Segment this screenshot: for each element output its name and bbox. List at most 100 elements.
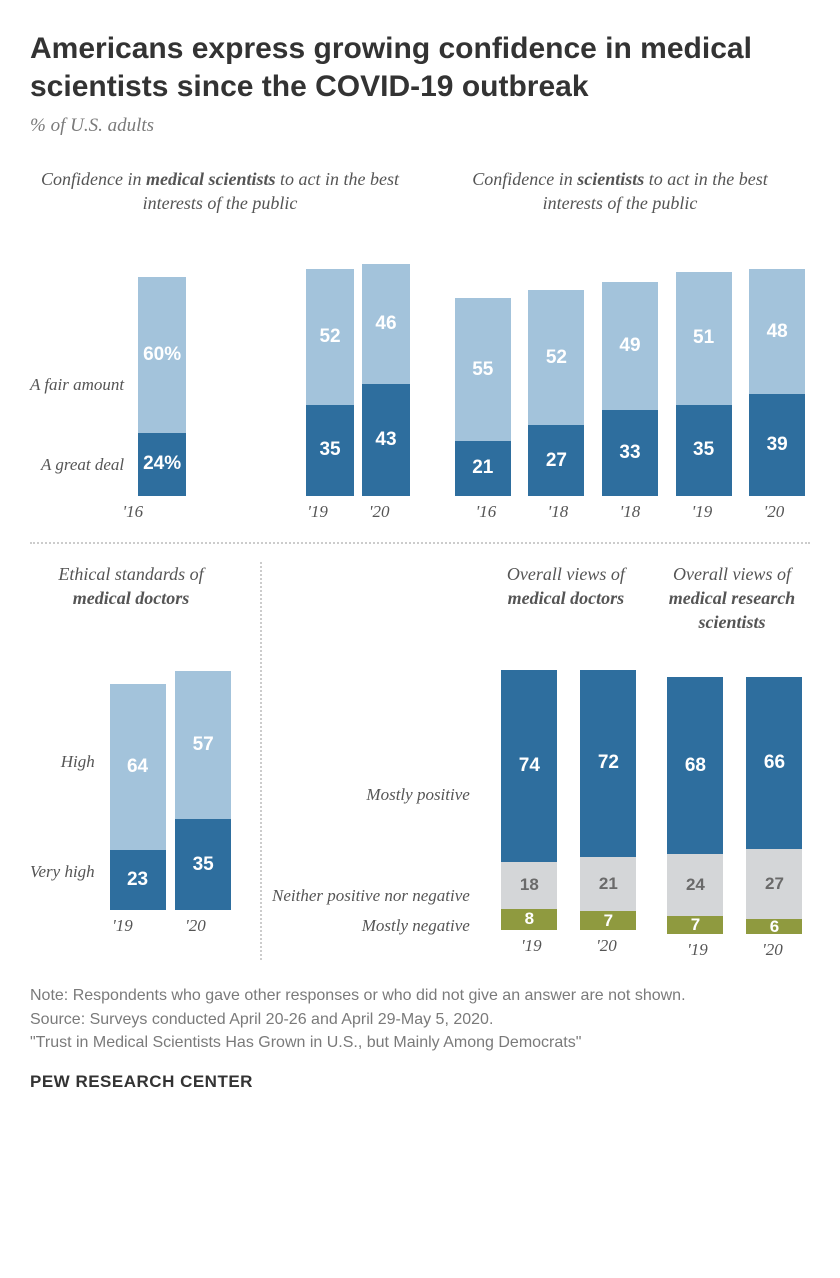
panel-ethics: Ethical standards of medical doctors Hig… <box>30 562 250 937</box>
stacked-bar: 5521 <box>455 236 511 496</box>
bar-segment: 23 <box>110 850 166 910</box>
bar-segment: 33 <box>602 410 658 496</box>
label-great-deal: A great deal <box>30 455 124 495</box>
chart-area: High Very high 64235735 <box>30 630 232 910</box>
bar-slot: 5521 <box>450 236 516 496</box>
divider-vertical <box>260 562 262 961</box>
panel-scientists: Confidence in scientists to act in the b… <box>430 167 810 522</box>
title-bold: medical research scientists <box>669 588 795 632</box>
title-pre: Overall views of <box>507 564 625 584</box>
bar-segment: 52 <box>306 269 354 404</box>
title-bold: medical doctors <box>73 588 189 608</box>
x-label: '18 <box>594 502 666 522</box>
chart-area: 68247 66276 <box>654 654 810 934</box>
bar-segment: 35 <box>306 405 354 496</box>
x-label: '19 <box>86 916 159 936</box>
page-title: Americans express growing confidence in … <box>30 30 810 105</box>
stacked-bar: 4643 <box>362 236 410 496</box>
logo: PEW RESEARCH CENTER <box>30 1072 810 1092</box>
stacked-bar <box>194 236 242 496</box>
bar-segment: 21 <box>580 857 636 912</box>
stacked-bar: 60%24% <box>138 236 186 496</box>
bar-segment: 51 <box>676 272 732 405</box>
x-labels: '16'19'20 <box>30 502 410 522</box>
bottom-row: Ethical standards of medical doctors Hig… <box>30 562 810 961</box>
bar-slot: 72217 <box>573 650 644 930</box>
bar-slot: 74188 <box>494 650 565 930</box>
x-label: '16 <box>450 502 522 522</box>
bar-segment: 52 <box>528 290 584 425</box>
chart-area: 74188 72217 <box>488 650 644 930</box>
stacked-bar <box>250 236 298 496</box>
bar-segment: 18 <box>501 862 557 909</box>
label-high: High <box>30 752 95 862</box>
label-mostly-negative: Mostly negative <box>272 916 470 936</box>
bars-container: 60%24% 52354643 <box>132 236 410 496</box>
chart-area: 55215227493351354839 <box>430 236 810 496</box>
label-neither: Neither positive nor negative <box>272 886 470 916</box>
bar-segment: 35 <box>676 405 732 496</box>
bar-segment: 24% <box>138 433 186 495</box>
bar-slot: 4839 <box>744 236 810 496</box>
bar-slot: 68247 <box>660 654 731 934</box>
bar-segment: 21 <box>455 441 511 496</box>
reference-text: "Trust in Medical Scientists Has Grown i… <box>30 1031 810 1054</box>
chart-area: A fair amount A great deal 60%24% 5235464… <box>30 236 410 496</box>
bar-segment: 57 <box>175 671 231 819</box>
panel-medical-scientists: Confidence in medical scientists to act … <box>30 167 410 522</box>
panel-title: Overall views of medical doctors <box>488 562 644 630</box>
note-text: Note: Respondents who gave other respons… <box>30 984 810 1007</box>
bar-segment: 55 <box>455 298 511 441</box>
bar-slot <box>194 236 242 496</box>
bars-container: 64235735 <box>103 630 232 910</box>
x-labels: '16'18'18'19'20 <box>430 502 810 522</box>
bar-segment: 35 <box>175 819 231 910</box>
stacked-bar: 72217 <box>580 650 636 930</box>
panel-views-doctors: Overall views of medical doctors 74188 72… <box>488 562 644 961</box>
x-label: '19 <box>666 502 738 522</box>
views-side-labels: Mostly positive Neither positive nor neg… <box>272 562 478 961</box>
bar-segment: 8 <box>501 909 557 930</box>
panel-title: Overall views of medical research scient… <box>654 562 810 635</box>
bar-segment: 68 <box>667 677 723 854</box>
bar-segment: 24 <box>667 854 723 916</box>
bar-slot: 66276 <box>739 654 810 934</box>
x-label <box>225 502 287 522</box>
bar-segment: 66 <box>746 677 802 849</box>
y-axis-labels: A fair amount A great deal <box>30 236 132 496</box>
title-bold: medical doctors <box>508 588 624 608</box>
bar-segment: 74 <box>501 670 557 862</box>
bar-segment: 6 <box>746 919 802 935</box>
panel-title: Confidence in medical scientists to act … <box>30 167 410 216</box>
bar-segment: 27 <box>746 849 802 919</box>
stacked-bar: 68247 <box>667 654 723 934</box>
bar-segment: 7 <box>580 911 636 929</box>
top-row: Confidence in medical scientists to act … <box>30 167 810 522</box>
source-text: Source: Surveys conducted April 20-26 an… <box>30 1008 810 1031</box>
stacked-bar: 74188 <box>501 650 557 930</box>
x-label: '20 <box>569 936 644 956</box>
stacked-bar: 6423 <box>110 630 166 910</box>
stacked-bar: 5135 <box>676 236 732 496</box>
bars-container: 74188 72217 <box>488 650 644 930</box>
x-labels: '19'20 <box>488 936 644 956</box>
bar-slot: 6423 <box>109 630 167 910</box>
x-label: '19 <box>287 502 349 522</box>
bar-segment: 43 <box>362 384 410 496</box>
bar-segment: 64 <box>110 684 166 850</box>
bar-slot <box>250 236 298 496</box>
stacked-bar: 4839 <box>749 236 805 496</box>
panel-views-group: Mostly positive Neither positive nor neg… <box>272 562 810 961</box>
stacked-bar: 4933 <box>602 236 658 496</box>
footer-notes: Note: Respondents who gave other respons… <box>30 984 810 1054</box>
bars-container: 55215227493351354839 <box>430 236 810 496</box>
title-pre: Overall views of <box>673 564 791 584</box>
x-label <box>164 502 226 522</box>
bar-slot: 4643 <box>362 236 410 496</box>
bar-segment: 72 <box>580 670 636 857</box>
label-mostly-positive: Mostly positive <box>272 785 470 885</box>
bar-slot: 5235 <box>306 236 354 496</box>
x-label: '20 <box>159 916 232 936</box>
bar-slot: 5135 <box>671 236 737 496</box>
divider-horizontal <box>30 542 810 544</box>
